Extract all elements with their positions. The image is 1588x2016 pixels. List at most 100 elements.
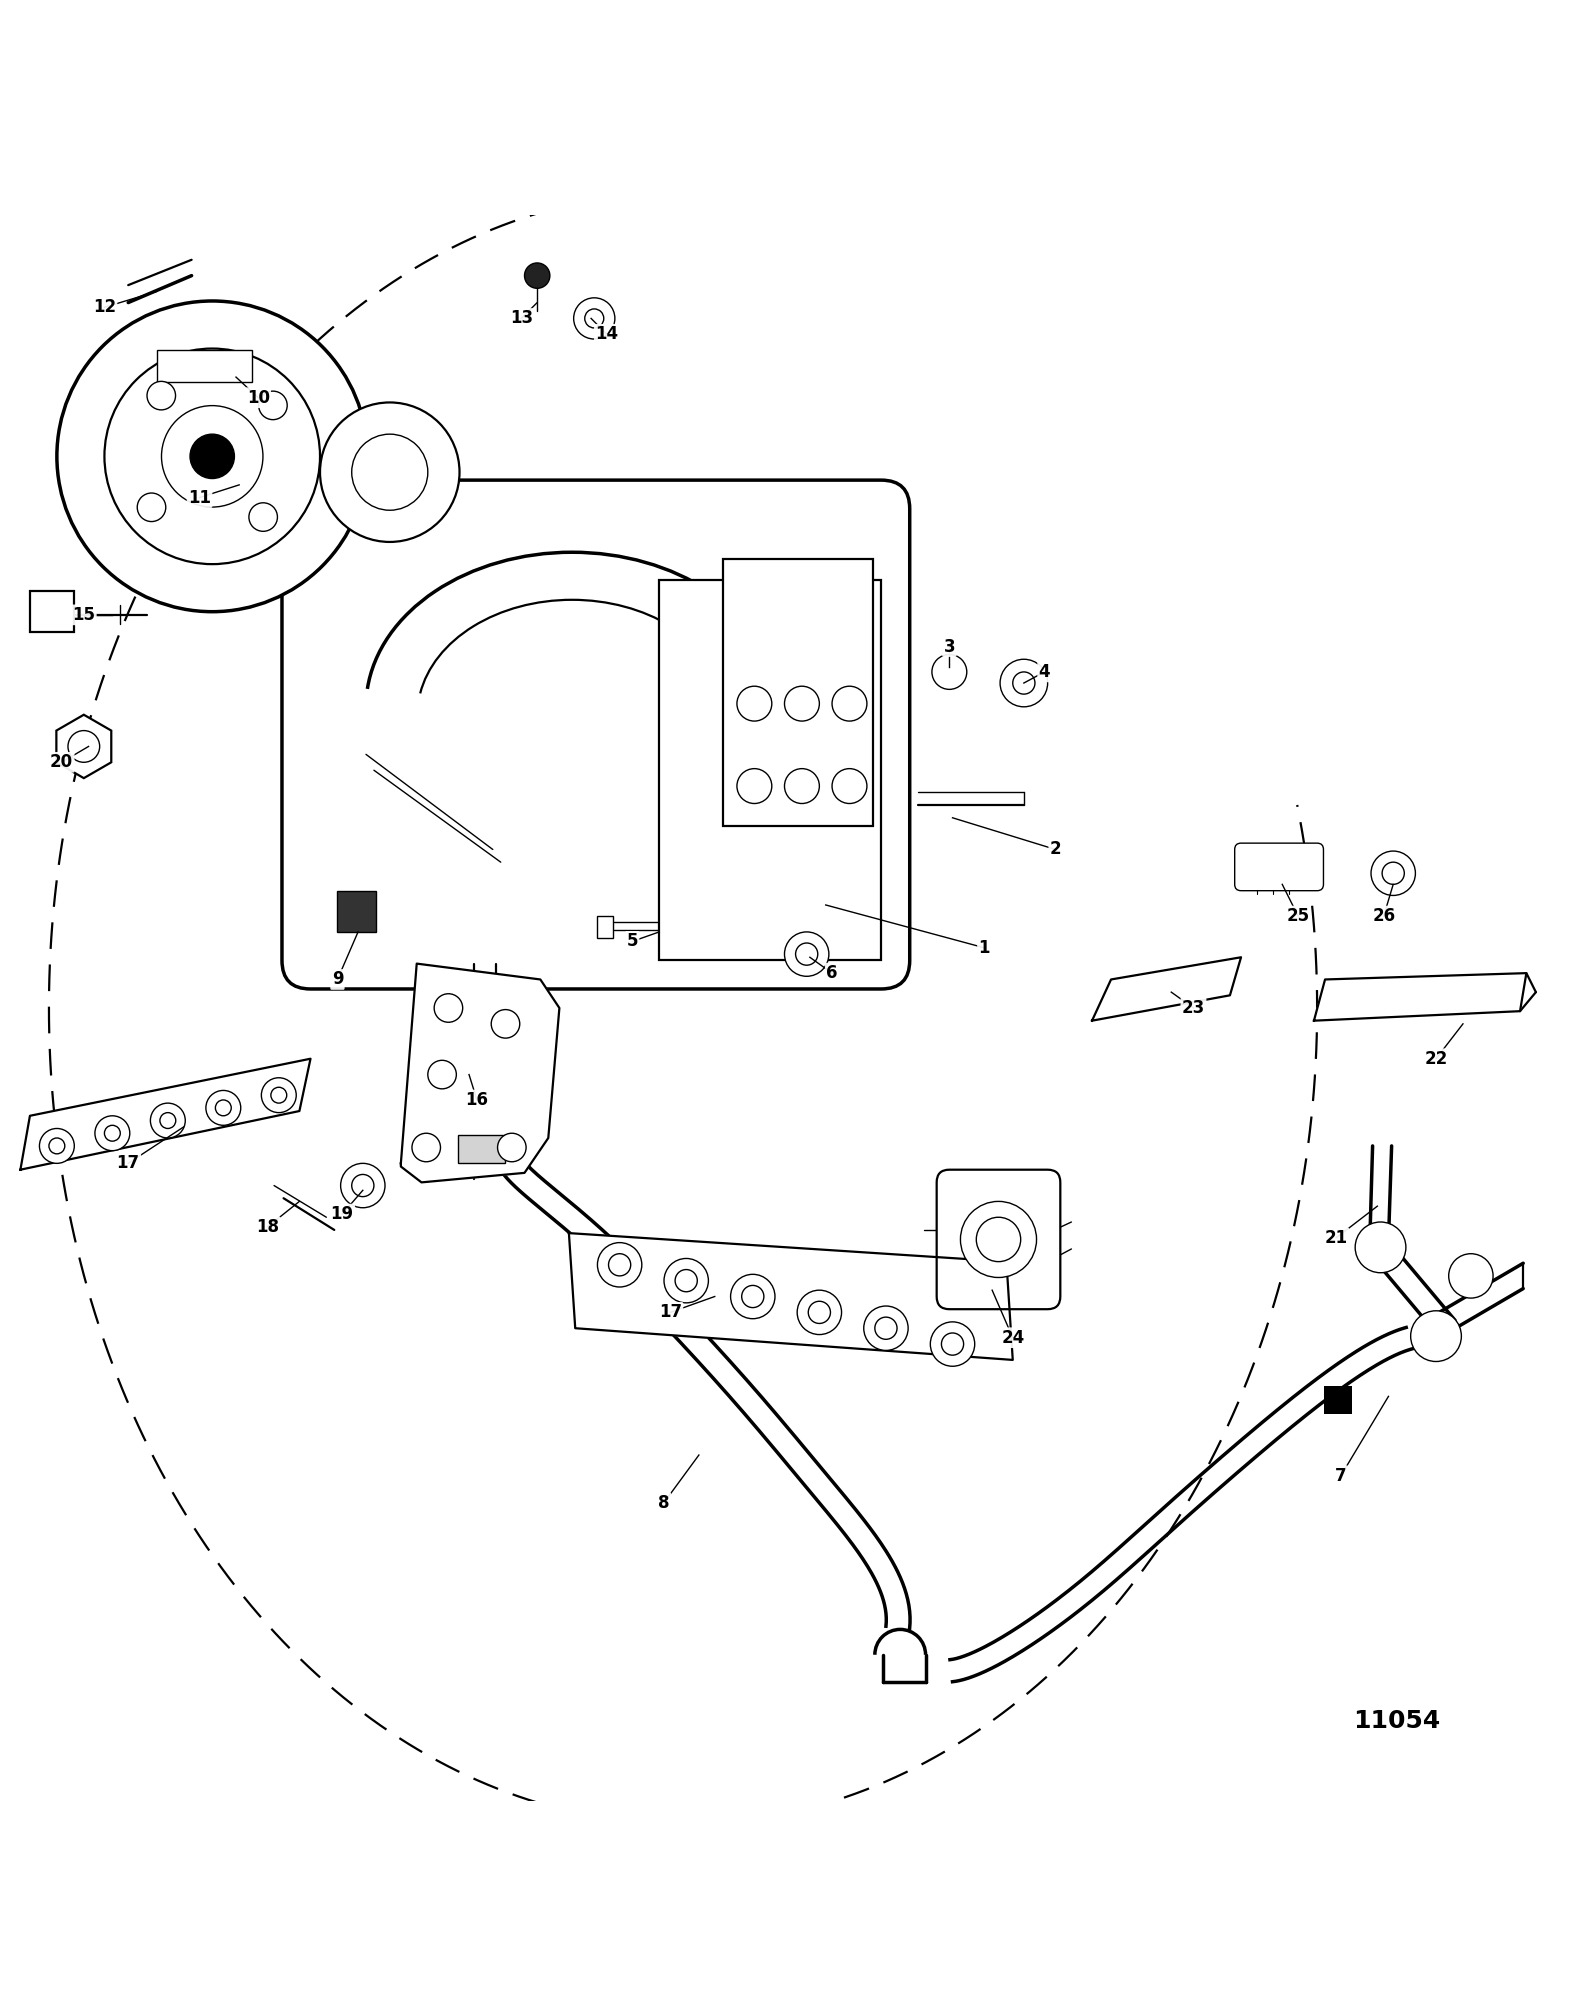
Circle shape	[351, 433, 427, 510]
Circle shape	[259, 391, 287, 419]
Circle shape	[784, 768, 819, 804]
Circle shape	[784, 931, 829, 976]
Bar	[157, 351, 252, 381]
Circle shape	[49, 1137, 65, 1153]
Text: 21: 21	[1324, 1230, 1348, 1246]
Circle shape	[737, 685, 772, 722]
Circle shape	[148, 381, 176, 409]
Circle shape	[808, 1300, 831, 1322]
Text: 17: 17	[116, 1155, 140, 1173]
FancyBboxPatch shape	[937, 1169, 1061, 1308]
Bar	[338, 891, 375, 931]
Circle shape	[742, 1286, 764, 1308]
Text: 20: 20	[51, 754, 73, 772]
Text: 23: 23	[1181, 1000, 1205, 1016]
Circle shape	[597, 1242, 642, 1286]
Circle shape	[162, 405, 264, 508]
Circle shape	[784, 685, 819, 722]
Circle shape	[797, 1290, 842, 1335]
Circle shape	[137, 494, 165, 522]
Text: 4: 4	[1039, 663, 1050, 681]
Circle shape	[832, 768, 867, 804]
Text: 19: 19	[330, 1206, 354, 1224]
Polygon shape	[1313, 974, 1526, 1020]
Text: 24: 24	[1000, 1329, 1024, 1347]
Text: 6: 6	[826, 964, 838, 982]
Bar	[597, 915, 613, 937]
Circle shape	[1355, 1222, 1405, 1272]
Circle shape	[57, 300, 367, 611]
Text: 15: 15	[73, 607, 95, 623]
Circle shape	[160, 1113, 176, 1129]
Text: 26: 26	[1372, 907, 1396, 925]
Circle shape	[249, 502, 278, 532]
Text: 8: 8	[659, 1494, 670, 1512]
Text: 17: 17	[659, 1304, 681, 1320]
Circle shape	[95, 1115, 130, 1151]
Text: 16: 16	[465, 1091, 489, 1109]
Circle shape	[1000, 659, 1048, 708]
Text: 9: 9	[332, 970, 343, 988]
Circle shape	[730, 1274, 775, 1318]
Polygon shape	[21, 1058, 311, 1169]
Circle shape	[491, 1010, 519, 1038]
Text: 5: 5	[627, 933, 638, 950]
FancyBboxPatch shape	[283, 480, 910, 990]
Circle shape	[524, 262, 549, 288]
Text: 10: 10	[246, 389, 270, 407]
Circle shape	[1382, 863, 1404, 885]
Circle shape	[262, 1079, 297, 1113]
Circle shape	[321, 403, 459, 542]
Bar	[659, 581, 881, 960]
Text: 11: 11	[187, 488, 211, 506]
Circle shape	[664, 1258, 708, 1302]
Circle shape	[351, 1175, 373, 1198]
Circle shape	[931, 1322, 975, 1367]
Circle shape	[875, 1316, 897, 1339]
Circle shape	[191, 433, 235, 478]
Bar	[30, 591, 75, 633]
Circle shape	[40, 1129, 75, 1163]
Bar	[1324, 1385, 1353, 1415]
Circle shape	[932, 655, 967, 689]
Circle shape	[1448, 1254, 1493, 1298]
Text: 12: 12	[92, 298, 116, 317]
Circle shape	[105, 349, 321, 564]
Circle shape	[961, 1202, 1037, 1278]
Circle shape	[737, 768, 772, 804]
Circle shape	[341, 1163, 384, 1208]
Circle shape	[216, 1101, 232, 1115]
Circle shape	[105, 1125, 121, 1141]
Polygon shape	[569, 1234, 1013, 1361]
Circle shape	[832, 685, 867, 722]
Circle shape	[434, 994, 462, 1022]
Circle shape	[68, 730, 100, 762]
Circle shape	[1013, 671, 1035, 694]
FancyBboxPatch shape	[1235, 843, 1323, 891]
Circle shape	[1370, 851, 1415, 895]
Text: 11054: 11054	[1353, 1710, 1440, 1734]
Circle shape	[573, 298, 615, 339]
Bar	[457, 1135, 505, 1163]
Circle shape	[864, 1306, 908, 1351]
Text: 14: 14	[596, 325, 618, 343]
Text: 3: 3	[943, 637, 954, 655]
Circle shape	[206, 1091, 241, 1125]
Text: 7: 7	[1336, 1468, 1347, 1484]
Text: 25: 25	[1286, 907, 1310, 925]
Polygon shape	[1093, 958, 1242, 1020]
Circle shape	[272, 1087, 287, 1103]
Text: 13: 13	[510, 308, 534, 327]
Circle shape	[427, 1060, 456, 1089]
Polygon shape	[56, 716, 111, 778]
Text: 2: 2	[1050, 841, 1061, 859]
Text: 22: 22	[1424, 1050, 1448, 1068]
Circle shape	[608, 1254, 630, 1276]
Circle shape	[497, 1133, 526, 1161]
Polygon shape	[400, 964, 559, 1181]
Circle shape	[151, 1103, 186, 1137]
Circle shape	[977, 1218, 1021, 1262]
Circle shape	[411, 1133, 440, 1161]
Text: 1: 1	[978, 939, 989, 958]
Circle shape	[675, 1270, 697, 1292]
